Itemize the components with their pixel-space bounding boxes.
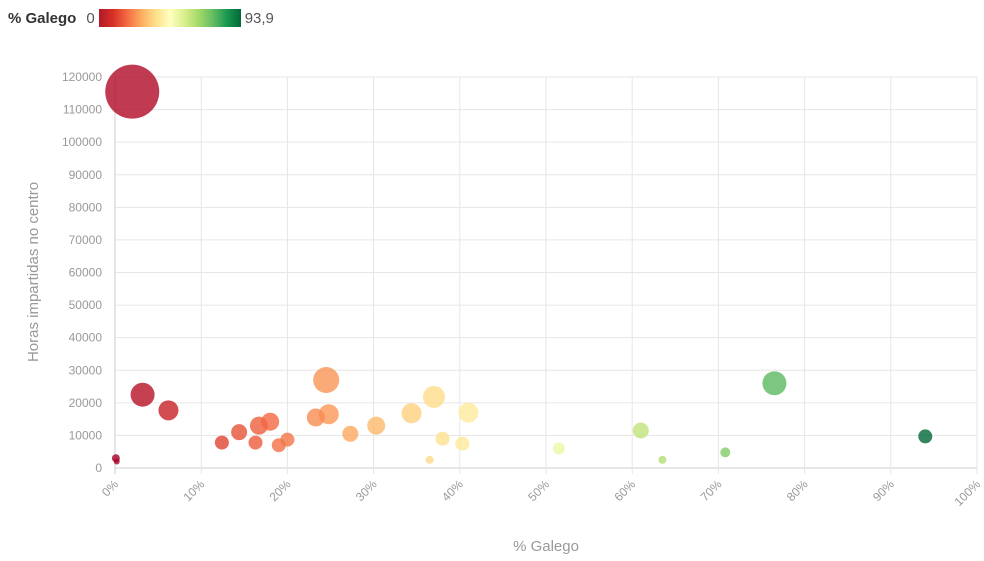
- data-point[interactable]: [248, 435, 263, 450]
- legend-gradient-bar: [98, 9, 241, 27]
- y-axis-label: Horas impartidas no centro: [25, 182, 42, 362]
- data-point[interactable]: [455, 436, 470, 451]
- y-tick-label: 20000: [69, 396, 103, 410]
- x-tick-label: 50%: [525, 477, 552, 504]
- y-tick-label: 120000: [62, 70, 102, 84]
- data-point[interactable]: [425, 455, 434, 464]
- x-tick-label: 90%: [870, 477, 897, 504]
- data-point[interactable]: [458, 402, 479, 423]
- x-tick-label: 20%: [267, 477, 294, 504]
- data-point[interactable]: [130, 382, 155, 407]
- data-points: [105, 64, 933, 465]
- data-point[interactable]: [306, 408, 325, 427]
- data-point[interactable]: [231, 424, 248, 441]
- data-point[interactable]: [158, 400, 179, 421]
- y-tick-label: 30000: [69, 363, 103, 377]
- x-axis-ticks: 0% 10% 20% 30% 40% 50% 60% 70% 80% 90% 100%: [99, 477, 983, 509]
- y-tick-label: 60000: [69, 266, 103, 280]
- data-point[interactable]: [313, 367, 340, 394]
- x-axis-label: % Galego: [513, 538, 579, 555]
- x-tick-label: 10%: [180, 477, 207, 504]
- grid-lines: [114, 76, 978, 474]
- data-point[interactable]: [720, 447, 731, 458]
- y-tick-label: 10000: [69, 428, 103, 442]
- data-point[interactable]: [261, 412, 280, 431]
- y-tick-label: 0: [95, 461, 102, 475]
- x-tick-label: 70%: [698, 477, 725, 504]
- data-point[interactable]: [422, 385, 445, 408]
- y-axis-ticks: 0 10000 20000 30000 40000 50000 60000 70000 8000…: [62, 70, 102, 475]
- x-tick-label: 100%: [952, 477, 984, 509]
- y-tick-label: 50000: [69, 298, 103, 312]
- x-tick-label: 40%: [439, 477, 466, 504]
- data-point[interactable]: [658, 455, 667, 464]
- legend-title: % Galego: [8, 9, 77, 27]
- y-tick-label: 100000: [62, 135, 102, 149]
- x-tick-label: 0%: [99, 477, 121, 499]
- data-point[interactable]: [105, 64, 160, 119]
- y-tick-label: 40000: [69, 331, 103, 345]
- x-tick-label: 30%: [353, 477, 380, 504]
- data-point[interactable]: [367, 416, 386, 435]
- legend-min-label: 0: [86, 9, 95, 27]
- legend-max-label: 93,9: [244, 9, 274, 27]
- data-point[interactable]: [632, 422, 649, 439]
- data-point[interactable]: [280, 432, 295, 447]
- y-tick-label: 90000: [69, 168, 103, 182]
- data-point[interactable]: [401, 403, 422, 424]
- data-point[interactable]: [342, 425, 359, 442]
- x-tick-label: 80%: [784, 477, 811, 504]
- data-point[interactable]: [918, 429, 933, 444]
- x-tick-label: 60%: [611, 477, 638, 504]
- data-point[interactable]: [552, 442, 565, 455]
- data-point[interactable]: [113, 458, 120, 465]
- data-point[interactable]: [435, 431, 450, 446]
- data-point[interactable]: [214, 435, 229, 450]
- y-tick-label: 110000: [63, 103, 102, 117]
- y-tick-label: 70000: [69, 233, 103, 247]
- color-legend: % Galego 0 93,9: [8, 6, 274, 30]
- data-point[interactable]: [762, 371, 787, 396]
- y-tick-label: 80000: [69, 200, 103, 214]
